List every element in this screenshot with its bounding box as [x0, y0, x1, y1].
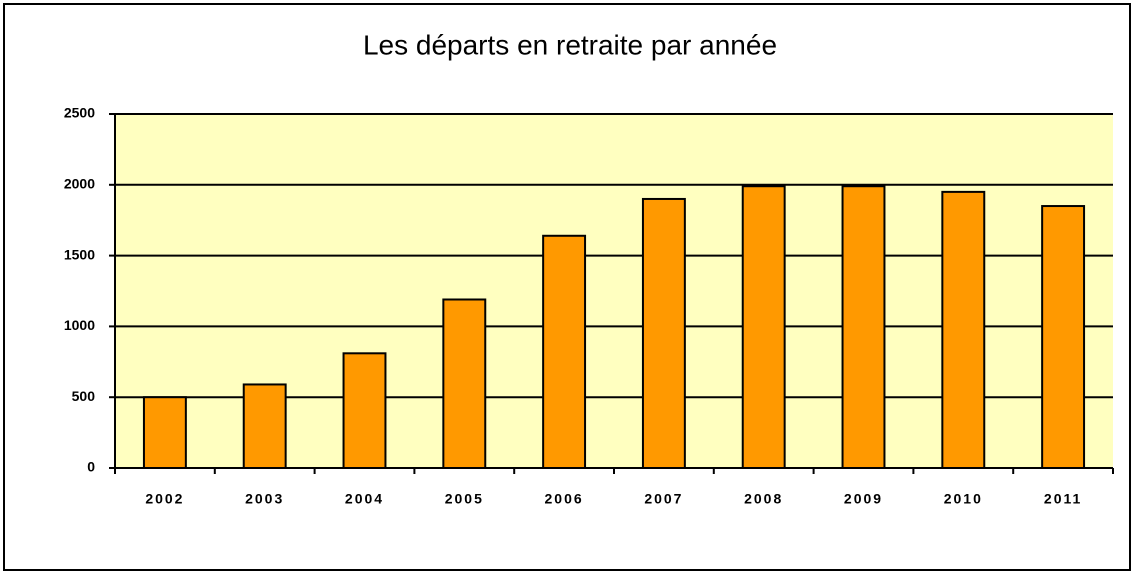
bar [442, 298, 487, 469]
bar [641, 197, 686, 470]
x-tick-label: 2008 [744, 491, 783, 507]
x-tick-label: 2003 [245, 491, 284, 507]
y-tick-label: 1000 [64, 317, 95, 333]
chart-title: Les départs en retraite par année [363, 29, 777, 60]
y-tick-label: 2000 [64, 176, 95, 192]
x-tick-label: 2010 [944, 491, 983, 507]
x-tick-label: 2007 [644, 491, 683, 507]
x-tick-label: 2009 [844, 491, 883, 507]
bar [841, 185, 886, 469]
y-tick-label: 500 [72, 388, 96, 404]
bar [1041, 205, 1086, 469]
y-tick-label: 1500 [64, 246, 95, 262]
bar [342, 352, 387, 469]
bar [741, 185, 786, 469]
x-tick-label: 2011 [1044, 491, 1082, 507]
y-tick-label: 0 [87, 459, 95, 475]
x-tick-label: 2004 [345, 491, 384, 507]
bar [142, 396, 187, 470]
x-tick-label: 2006 [545, 491, 584, 507]
bar [542, 234, 587, 469]
y-tick-label: 2500 [64, 105, 95, 121]
x-tick-label: 2005 [445, 491, 484, 507]
bar [941, 190, 986, 469]
x-tick-label: 2002 [145, 491, 184, 507]
bar [242, 383, 287, 469]
